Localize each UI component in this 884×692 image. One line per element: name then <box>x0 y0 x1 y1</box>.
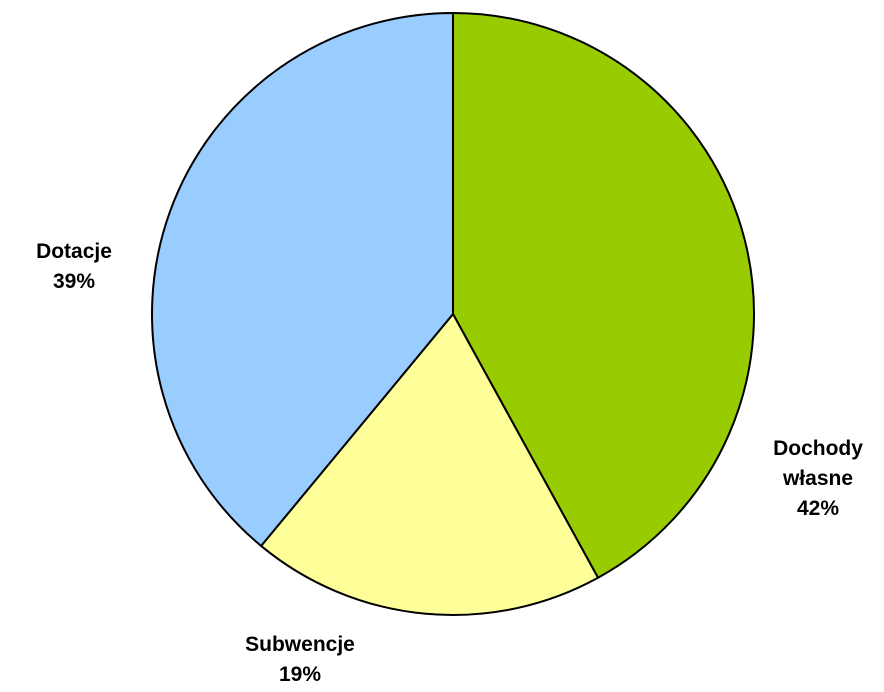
slice-label-subwencje: Subwencje 19% <box>245 633 355 686</box>
slice-name-label: własne <box>782 467 853 490</box>
slice-value-label: 19% <box>279 663 321 686</box>
slice-label-dotacje: Dotacje 39% <box>36 240 112 293</box>
slice-label-dochody-wlasne: Dochody własne 42% <box>773 437 863 520</box>
pie-slice-dotacje <box>151 12 454 547</box>
slice-name-label: Subwencje <box>245 633 355 656</box>
slice-name-label: Dotacje <box>36 240 112 263</box>
pie-slices <box>151 12 755 616</box>
pie-slice-dochody-wlasne <box>452 12 755 579</box>
slice-value-label: 42% <box>797 497 839 520</box>
slice-name-label: Dochody <box>773 437 863 460</box>
pie-slice-subwencje <box>260 313 600 616</box>
pie-labels: Dochody własne 42% Subwencje 19% Dotacje 39% <box>36 240 863 686</box>
slice-value-label: 39% <box>53 270 95 293</box>
